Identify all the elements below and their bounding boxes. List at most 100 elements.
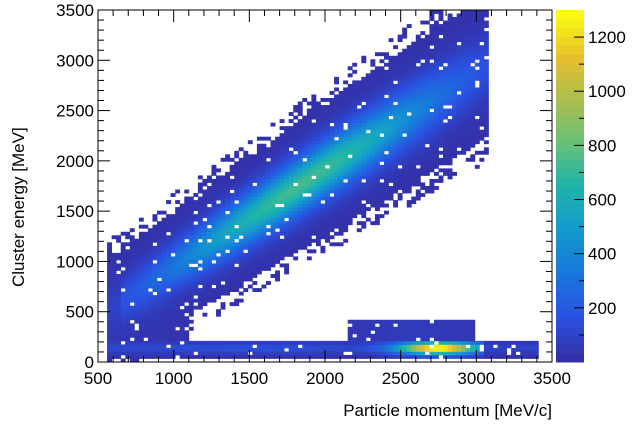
heatmap-cell [170,277,176,282]
heatmap-cell [229,228,235,233]
heatmap-cell [438,126,444,131]
heatmap-cell [438,333,444,338]
heatmap-cell [261,266,267,271]
heatmap-cell [306,178,312,183]
heatmap-cell [157,309,162,314]
heatmap-cell [447,34,453,39]
heatmap-cell [365,108,371,113]
heatmap-cell [470,73,476,78]
heatmap-cell [252,157,258,162]
heatmap-cell [433,140,439,145]
heatmap-cell [388,119,394,124]
heatmap-cell [406,143,412,148]
heatmap-cell [120,281,126,285]
heatmap-cell [374,186,380,190]
heatmap-cell [175,217,181,222]
heatmap-cell [129,312,135,317]
heatmap-cell [284,143,290,148]
heatmap-cell [343,133,349,138]
heatmap-cell [238,161,244,166]
heatmap-cell [365,217,371,222]
heatmap-cell [275,256,280,261]
heatmap-cell [393,175,399,180]
heatmap-cell [243,175,249,180]
heatmap-cell [147,238,153,243]
heatmap-cell [402,66,408,71]
heatmap-cell [470,337,476,342]
heatmap-cell [116,316,122,321]
heatmap-cell [461,45,467,50]
heatmap-cell [515,347,521,352]
heatmap-cell [202,354,208,359]
heatmap-cell [447,62,453,67]
heatmap-cell [311,178,317,183]
heatmap-cell [465,17,471,21]
heatmap-cell [452,73,458,78]
heatmap-cell [206,189,212,194]
heatmap-cell [438,340,444,345]
heatmap-cell [474,17,480,21]
heatmap-cell [143,323,149,328]
heatmap-cell [179,316,185,321]
heatmap-cell [138,217,144,222]
heatmap-cell [306,189,312,194]
heatmap-cell [297,245,303,250]
heatmap-cell [352,178,358,183]
heatmap-cell [474,340,480,345]
heatmap-cell [388,90,394,95]
heatmap-cell [238,217,244,222]
heatmap-cell [175,323,181,328]
heatmap-cell [361,347,367,352]
heatmap-cell [370,90,376,95]
heatmap-cell [433,351,439,356]
heatmap-cell [229,259,235,264]
heatmap-cell [138,351,144,356]
heatmap-cell [129,256,135,261]
heatmap-cell [265,178,271,183]
heatmap-cell [343,207,349,212]
heatmap-cell [211,263,217,268]
heatmap-cell [179,312,185,317]
heatmap-cell [275,277,280,282]
heatmap-cell [252,242,258,247]
heatmap-cell [374,133,380,138]
heatmap-cell [379,340,385,345]
heatmap-cell [288,340,294,345]
heatmap-cell [206,277,212,282]
heatmap-cell [488,354,494,359]
heatmap-cell [111,337,117,342]
heatmap-cell [433,66,439,71]
heatmap-cell [352,115,358,120]
heatmap-cell [379,126,385,131]
heatmap-cell [125,333,131,338]
heatmap-cell [188,298,194,303]
heatmap-cell [325,178,330,183]
heatmap-cell [275,242,280,247]
heatmap-cell [424,108,430,113]
heatmap-cell [256,150,262,155]
heatmap-cell [347,136,353,141]
heatmap-cell [138,319,144,324]
heatmap-cell [356,354,362,359]
heatmap-cell [397,161,403,166]
heatmap-cell [456,98,462,102]
colorbar-segment [556,124,584,134]
heatmap-cell [211,245,217,250]
heatmap-cell [483,48,489,53]
heatmap-cell [325,214,330,219]
heatmap-cell [216,256,221,261]
heatmap-cell [470,133,476,138]
heatmap-cell [157,344,162,349]
heatmap-cell [129,330,135,335]
heatmap-cell [279,126,285,131]
heatmap-cell [452,129,458,134]
heatmap-cell [152,326,158,331]
heatmap-cell [179,295,185,300]
heatmap-cell [243,207,249,212]
heatmap-cell [379,344,385,349]
heatmap-cell [388,154,394,159]
heatmap-cell [238,277,244,282]
heatmap-cell [347,161,353,166]
heatmap-cell [374,105,380,109]
heatmap-cell [179,207,185,212]
